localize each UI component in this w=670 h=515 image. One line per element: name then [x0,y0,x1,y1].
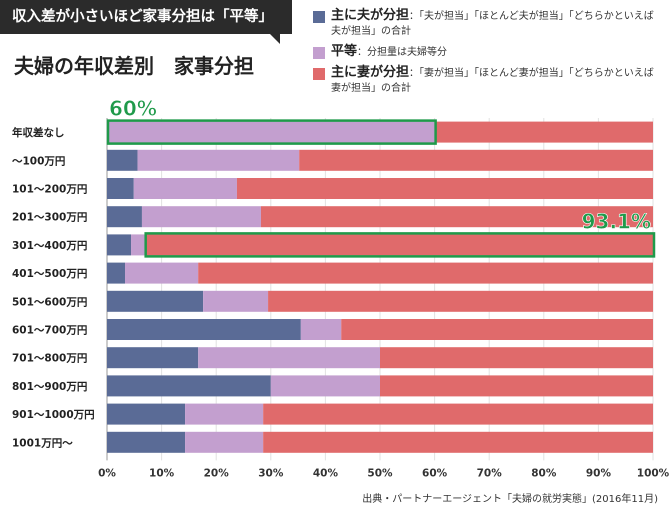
category-label: 401〜500万円 [12,268,87,280]
category-label: 〜100万円 [12,155,65,167]
bar-segment [107,319,301,340]
x-tick-label: 50% [367,467,393,479]
x-tick-label: 60% [422,467,448,479]
source-note: 出典・パートナーエージェント「夫婦の就労実態」(2016年11月) [362,494,658,505]
bar-segment [263,403,653,425]
bar-segment [131,234,145,256]
annotation-label: 60% [109,97,157,121]
bar-segment [236,178,653,199]
highlight-box [106,119,437,145]
bar-segment [268,290,653,312]
bar-segment [107,206,142,228]
headline-banner: 収入差が小さいほど家事分担は「平等」 [0,0,292,34]
legend-label: 平等 [331,44,358,59]
bar-segment [133,178,237,199]
bar-segment [260,206,653,228]
bar-segment [434,121,653,143]
category-label: 101〜200万円 [12,184,87,196]
legend-item-equal: 平等：分担量は夫婦等分 [313,44,663,60]
category-label: 年収差なし [12,126,65,139]
bar-segment [198,262,653,284]
x-tick-label: 10% [149,467,175,479]
bar-segment [341,319,653,340]
x-tick-label: 80% [531,467,557,479]
category-label: 801〜900万円 [12,381,87,393]
bar-segment [203,290,269,312]
category-label: 501〜600万円 [12,296,87,308]
bar-segment [380,347,653,369]
bar-segment [107,431,186,453]
x-tick-label: 100% [637,467,670,479]
category-label: 701〜800万円 [12,353,87,365]
banner-tail [270,34,280,44]
chart-title: 夫婦の年収差別 家事分担 [14,54,254,78]
category-label: 601〜700万円 [12,325,87,337]
legend: 主に夫が分担：「夫が担当」「ほとんど夫が担当」「どちらかといえば夫が担当」の合計… [313,8,663,101]
legend-label: 主に妻が分担 [331,65,410,80]
bar-segment [144,234,653,256]
legend-swatch [313,11,325,23]
x-tick-label: 70% [477,467,503,479]
legend-swatch [313,47,325,59]
category-label: 301〜400万円 [12,240,87,252]
bar-segment [137,149,300,171]
bar-segment [198,347,380,369]
bar-segment [141,206,261,228]
category-label: 1001万円〜 [12,437,73,449]
legend-desc: ：分担量は夫婦等分 [357,47,448,58]
bar-segment [125,262,199,284]
category-label: 201〜300万円 [12,212,87,224]
x-tick-label: 0% [98,467,116,479]
bar-segment [185,431,264,453]
bar-segment [107,290,204,312]
legend-item-husband: 主に夫が分担：「夫が担当」「ほとんど夫が担当」「どちらかといえば夫が担当」の合計 [313,8,663,39]
x-tick-label: 20% [204,467,230,479]
legend-label: 主に夫が分担 [331,8,410,23]
bar-segment [107,347,199,369]
category-label: 901〜1000万円 [12,409,95,421]
bar-segment [107,262,126,284]
bar-segment [107,375,271,397]
bar-segment [107,121,435,143]
legend-item-wife: 主に妻が分担：「妻が担当」「ほとんど妻が担当」「どちらかといえば妻が担当」の合計 [313,65,663,96]
bar-segment [299,149,653,171]
bar-segment [300,319,342,340]
x-tick-label: 40% [313,467,339,479]
bar-segment [107,149,138,171]
bar-segment [107,178,134,199]
highlight-box [144,232,656,258]
bar-segment [185,403,264,425]
x-tick-label: 90% [586,467,612,479]
annotation-label: 93.1% [582,209,651,233]
bar-segment [263,431,653,453]
bar-segment [107,234,132,256]
legend-desc: ：「妻が担当」「ほとんど妻が担当」「どちらかといえば妻が担当」の合計 [331,68,654,94]
legend-desc: ：「夫が担当」「ほとんど夫が担当」「どちらかといえば夫が担当」の合計 [331,11,654,37]
bar-segment [380,375,653,397]
x-tick-label: 30% [258,467,284,479]
legend-swatch [313,68,325,80]
bar-segment [270,375,380,397]
bar-segment [107,403,186,425]
